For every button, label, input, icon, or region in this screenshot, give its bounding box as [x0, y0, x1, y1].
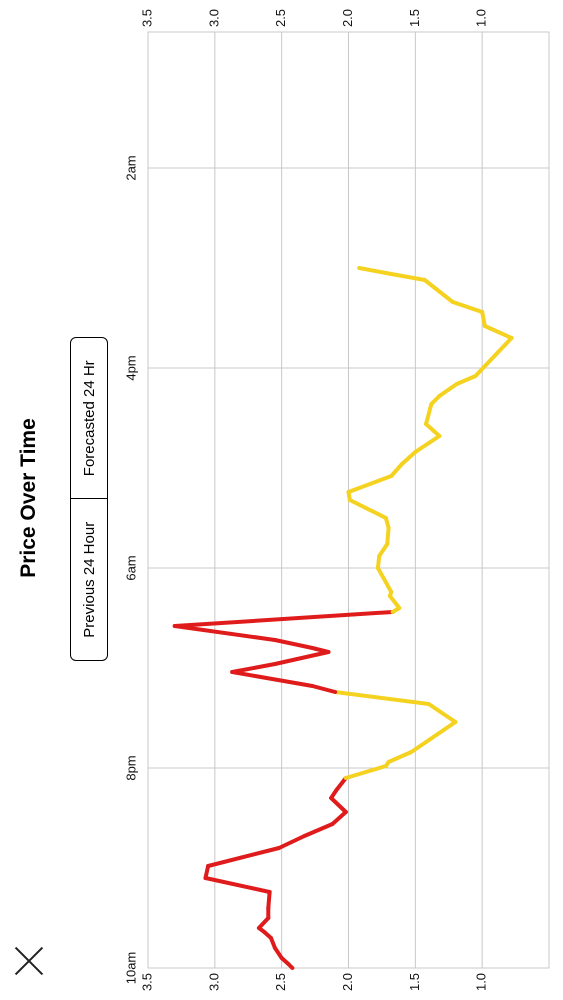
price-line-segment	[302, 822, 335, 838]
price-line-segment	[230, 662, 277, 674]
time-range-toggle[interactable]: Previous 24 Hour Forecasted 24 Hr	[70, 337, 108, 661]
price-line-segment	[422, 278, 455, 304]
price-line-segment	[424, 422, 442, 438]
price-line-segment	[399, 450, 418, 466]
price-line-segment	[203, 864, 211, 880]
value-tick-label-top: 3.5	[139, 9, 154, 27]
price-line-segment	[375, 566, 394, 594]
price-line-segment	[256, 916, 271, 930]
value-tick-label-bottom: 3.0	[206, 973, 221, 991]
value-tick-label-top: 3.0	[206, 9, 221, 27]
price-line-segment	[480, 310, 487, 328]
time-tick-label: 2am	[123, 155, 138, 180]
close-icon[interactable]	[14, 946, 44, 976]
price-line-segment	[266, 890, 272, 910]
price-line-segment	[375, 554, 382, 570]
price-line-segment	[424, 402, 434, 426]
price-line-segment	[450, 300, 485, 314]
price-line-segment	[203, 876, 272, 894]
value-tick-label-top: 1.5	[407, 9, 422, 27]
price-line-segment	[437, 382, 459, 398]
price-line-segment	[310, 684, 338, 694]
price-line-segment	[330, 810, 348, 826]
price-line-segment	[389, 462, 404, 478]
price-line-segment	[206, 846, 281, 868]
price-line-segment	[454, 374, 478, 386]
price-line-segment	[230, 670, 315, 688]
forecasted-24-hr-button[interactable]: Forecasted 24 Hr	[71, 338, 107, 500]
price-line-segment	[347, 498, 388, 520]
price-line-segment	[343, 764, 388, 780]
value-tick-label-top: 2.5	[273, 9, 288, 27]
value-tick-label-bottom: 3.5	[139, 973, 154, 991]
price-line-segment	[387, 594, 402, 610]
price-line-segment	[333, 690, 431, 706]
price-line-segment	[272, 946, 284, 960]
price-line-segment	[413, 434, 442, 454]
price-line-segment	[385, 526, 391, 546]
value-tick-label-bottom: 1.0	[474, 973, 489, 991]
price-line-segment	[389, 272, 427, 282]
price-line-segment	[334, 776, 348, 792]
price-line-segment	[272, 638, 315, 650]
price-line-segment	[272, 650, 331, 666]
value-tick-label-top: 1.0	[474, 9, 489, 27]
time-tick-label: 4pm	[123, 355, 138, 380]
price-line-segment	[409, 720, 458, 754]
price-line-segment	[329, 796, 348, 814]
price-line-segment	[276, 834, 307, 850]
price-line-segment	[386, 750, 414, 764]
page-title: Price Over Time	[17, 418, 40, 578]
time-tick-label: 8pm	[123, 755, 138, 780]
price-line-segment	[473, 336, 514, 378]
value-tick-label-bottom: 2.5	[273, 973, 288, 991]
price-line-segment	[310, 646, 331, 654]
price-line-segment	[172, 624, 277, 642]
time-tick-label: 6am	[123, 555, 138, 580]
value-tick-label-top: 2.0	[340, 9, 355, 27]
price-line-segment	[357, 266, 394, 276]
value-tick-label-bottom: 2.0	[340, 973, 355, 991]
price-line-segment	[426, 702, 458, 724]
price-line-segment	[346, 474, 394, 494]
price-line-segment	[172, 610, 395, 628]
previous-24-hour-button[interactable]: Previous 24 Hour	[80, 521, 98, 638]
price-line-segment	[482, 324, 514, 340]
time-tick-label: 10am	[123, 952, 138, 985]
price-line-segment	[377, 542, 390, 558]
value-tick-label-bottom: 1.5	[407, 973, 422, 991]
